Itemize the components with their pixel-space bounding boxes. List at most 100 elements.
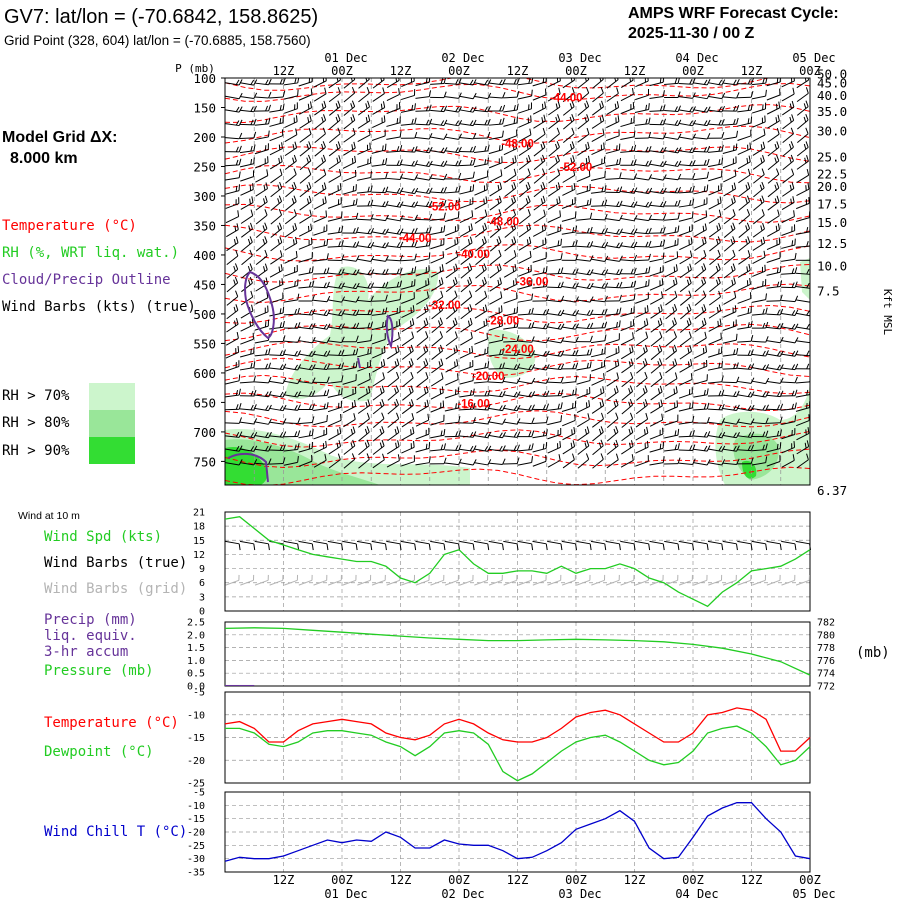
wind-barb [400,279,416,290]
wind-barb-flag [706,119,711,126]
true-wind-barb-staff [371,540,386,545]
wind-barb-flag [747,78,751,85]
wind-barb-flag [250,209,254,216]
wind-barb [400,214,418,222]
wind-barb-flag [294,404,298,411]
wind-barb-staff [371,339,386,345]
wind-barb [650,304,663,319]
wind-barb [723,291,737,305]
wind-barb-flag [733,349,736,355]
wind-barb-flag [644,385,648,392]
wind-barb [504,209,517,225]
wind-barb-flag [414,131,418,139]
wind-barb-staff [342,218,357,221]
wind-barb-flag [631,454,634,461]
wind-barb [386,159,403,166]
wind-barb-flag [426,304,429,311]
wind-barb-staff [254,123,269,126]
wind-barb [254,348,271,357]
wind-barb [285,168,297,184]
wind-barb-flag [790,198,793,205]
wind-barb-staff [576,380,591,385]
wind-barb-flag [692,444,696,451]
wind-barb-flag [336,442,339,449]
wind-barb-staff [605,163,620,167]
wind-barb-flag [472,459,477,466]
wind-barb [751,279,767,290]
wind-barb-staff [416,363,429,374]
wind-barb-flag [574,211,577,218]
wind-barb-staff [767,229,780,237]
wind-barb-flag [394,361,397,367]
wind-barb [239,418,258,425]
wind-barb [314,168,327,184]
wind-barb-staff [299,201,312,211]
wind-barb-staff [386,460,400,468]
wind-barb-staff [621,445,634,455]
wind-barb-flag [806,78,810,81]
wind-barb-flag [531,377,536,384]
wind-barb-flag [336,157,339,164]
wind-barb-flag [748,263,751,271]
isotherm-line [225,203,810,223]
wind-barb-flag [571,185,573,191]
wind-barb-staff [679,243,693,251]
wind-barb [255,169,269,183]
wind-barb-staff [737,407,752,412]
wind-barb-flag [706,445,711,452]
wind-barb-flag [560,415,563,422]
wind-barb [387,398,400,415]
wind-barb-flag [235,348,237,354]
wind-barb [298,350,316,357]
wind-barb-flag [513,280,515,286]
wind-barb-flag [394,401,397,408]
wind-barb [327,309,346,317]
wind-barb [343,114,356,130]
wind-barb [782,168,795,184]
wind-barb-flag [472,374,475,381]
wind-barb [504,222,517,238]
wind-barb-flag [779,251,781,259]
wind-barb-flag [294,364,298,370]
wind-barb [751,456,768,466]
wind-barb [504,195,517,211]
wind-barb-staff [649,462,664,466]
wind-barb-staff [474,338,488,345]
wind-barb-flag [601,200,605,207]
wind-barb [254,117,271,126]
wind-barb [270,222,283,238]
wind-barb-flag [268,404,272,411]
grid-wind-barb-flag [662,574,664,581]
wind-barb-flag [440,147,445,153]
grid-wind-barb-flag [530,574,533,581]
wind-barb-flag [439,304,444,311]
wind-barb-flag [326,350,331,357]
wind-barb-flag [630,321,632,327]
wind-barb-staff [678,204,693,208]
wind-barb-flag [765,417,769,424]
wind-barb-flag [541,168,546,175]
wind-barb-flag [718,432,723,438]
wind-barb [357,114,371,129]
wind-barb-flag [765,321,769,329]
wind-barb-flag [469,186,472,192]
wind-barb [459,374,475,385]
wind-barb-flag [688,331,692,338]
wind-barb [547,210,561,223]
wind-barb-flag [410,344,414,352]
wind-barb-flag [600,453,604,460]
wind-barb-staff [518,228,531,238]
wind-barb [561,268,579,275]
wind-barb-staff [693,150,708,153]
wind-barb [678,92,696,99]
true-wind-barb [327,540,344,551]
isotherm-label: -48.00 [487,216,520,228]
wind-barb-flag [542,364,547,370]
wind-barb [708,183,722,196]
wind-barb-flag [367,114,371,121]
wind-barb-staff [620,286,635,289]
wind-barb-flag [779,294,783,301]
wind-barb-flag [615,78,619,80]
wind-barb-flag [762,222,765,230]
wind-barb-staff [356,258,371,263]
